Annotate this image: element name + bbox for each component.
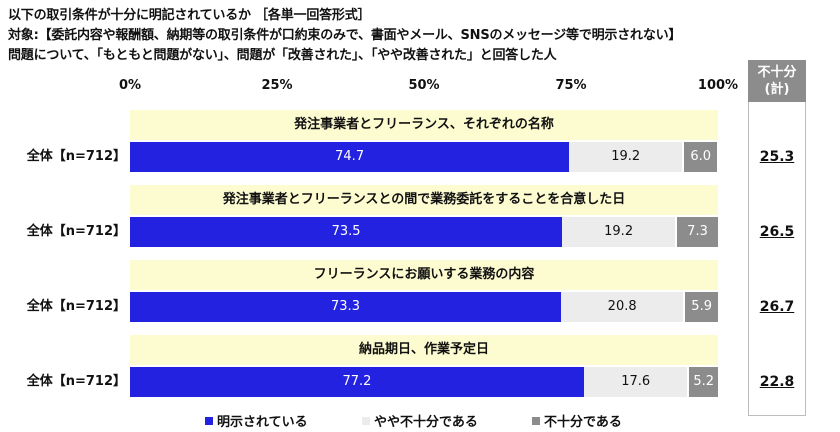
chart-title: 以下の取引条件が十分に明記されているか ［各単一回答形式］	[8, 8, 371, 23]
chart-subtitle-2: 問題について、「もともと問題がない」、問題が「改善された」、「やや改善された」と…	[8, 48, 557, 63]
total-column-box	[748, 60, 806, 416]
item-label: フリーランスにお願いする業務の内容	[130, 260, 718, 290]
bar-segment: 20.8	[561, 292, 684, 322]
legend-entry: 明示されている	[205, 411, 308, 430]
bar-segment: 6.0	[682, 142, 718, 172]
total-value: 26.5	[759, 224, 795, 240]
x-tick-label: 25%	[261, 78, 293, 93]
bar-segment: 5.9	[683, 292, 718, 322]
row-group-label: 全体【n=712】	[26, 224, 126, 239]
chart-subtitle: 対象:【委託内容や報酬額、納期等の取引条件が口約束のみで、書面やメール、SNSの…	[8, 28, 682, 43]
legend-label: やや不十分である	[374, 415, 478, 430]
bar-segment: 19.2	[569, 142, 683, 172]
legend-swatch	[362, 417, 370, 425]
bar-segment: 73.3	[130, 292, 561, 322]
legend-swatch	[532, 417, 540, 425]
item-label: 納品期日、作業予定日	[130, 335, 718, 365]
bar-segment: 73.5	[130, 217, 563, 247]
total-value: 25.3	[759, 149, 795, 165]
x-tick-label: 50%	[408, 78, 440, 93]
item-label: 発注事業者とフリーランス、それぞれの名称	[130, 110, 718, 140]
bar-segment: 17.6	[583, 367, 688, 397]
legend-entry: 不十分である	[532, 411, 622, 430]
bar-segment: 5.2	[687, 367, 718, 397]
legend-label: 明示されている	[217, 415, 308, 430]
x-tick-label: 100%	[697, 78, 739, 93]
total-value: 22.8	[759, 374, 795, 390]
legend-label: 不十分である	[544, 415, 622, 430]
total-value: 26.7	[759, 299, 795, 315]
bar-segment: 77.2	[130, 367, 584, 397]
bar-segment: 7.3	[675, 217, 718, 247]
legend-entry: やや不十分である	[362, 411, 478, 430]
row-group-label: 全体【n=712】	[26, 374, 126, 389]
legend-swatch	[205, 417, 213, 425]
bar-segment: 19.2	[562, 217, 676, 247]
row-group-label: 全体【n=712】	[26, 149, 126, 164]
x-tick-label: 0%	[118, 78, 142, 93]
row-group-label: 全体【n=712】	[26, 299, 126, 314]
item-label: 発注事業者とフリーランスとの間で業務委託をすることを合意した日	[130, 185, 718, 215]
bar-segment: 74.7	[130, 142, 570, 172]
total-column-header: 不十分 (計)	[748, 60, 806, 102]
x-tick-label: 75%	[555, 78, 587, 93]
